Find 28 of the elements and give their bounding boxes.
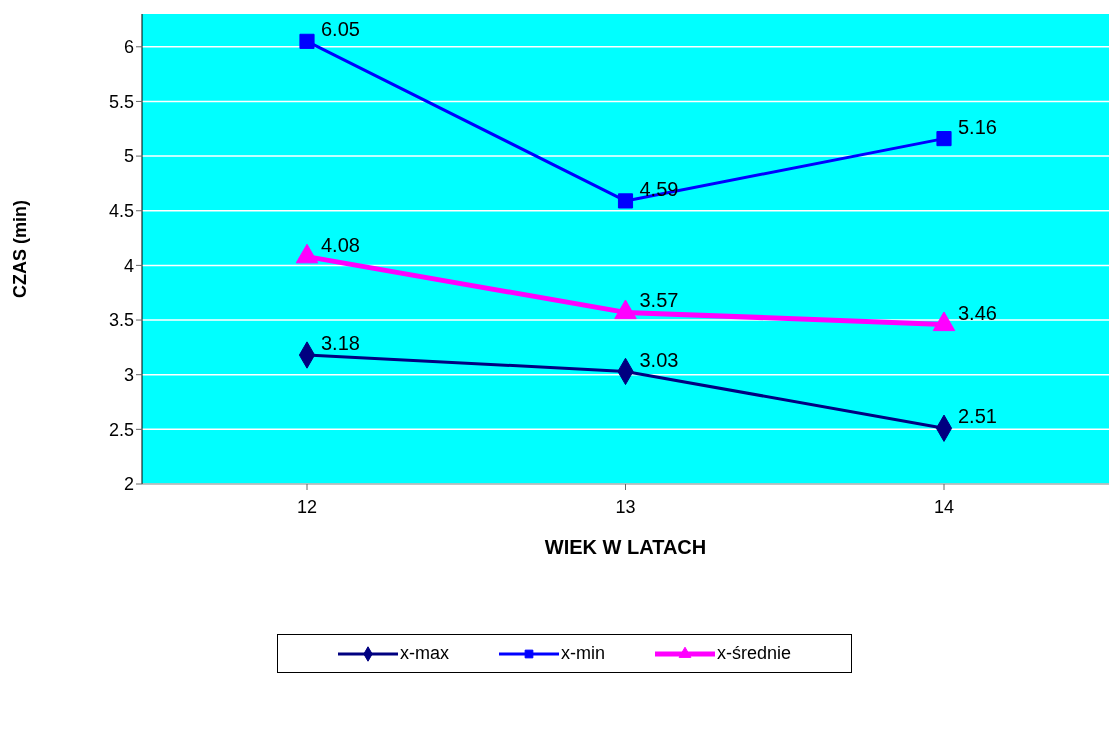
x-axis-title: WIEK W LATACH	[544, 536, 707, 558]
y-tick-label: 4.5	[108, 201, 134, 222]
x-tick-label: 12	[296, 496, 318, 517]
x-tick-label: 13	[615, 496, 636, 517]
y-tick-label: 4	[123, 255, 134, 276]
y-tick-label: 3	[123, 365, 134, 386]
point	[936, 131, 952, 147]
y-tick-label: 6	[123, 37, 134, 58]
y-tick-label: 3.5	[108, 310, 134, 331]
data-label: 3.46	[958, 301, 997, 324]
point	[299, 33, 315, 49]
data-label: 3.57	[639, 289, 679, 312]
data-label: 4.08	[321, 233, 360, 256]
legend-label: x-max	[399, 643, 449, 664]
y-axis-title: CZAS (min)	[10, 200, 31, 298]
y-tick-label: 2	[123, 474, 134, 495]
y-tick-label: 5.5	[108, 91, 134, 112]
data-label: 3.03	[639, 348, 679, 371]
legend-label: x-średnie	[716, 643, 792, 664]
data-label: 6.05	[321, 18, 360, 41]
x-tick-label: 14	[933, 496, 955, 517]
legend-label: x-min	[560, 643, 605, 664]
data-label: 2.51	[958, 405, 997, 428]
data-label: 3.18	[321, 332, 360, 355]
y-tick-label: 5	[123, 146, 134, 167]
point	[617, 193, 634, 209]
data-label: 5.16	[958, 115, 997, 138]
y-tick-label: 2.5	[108, 419, 134, 440]
